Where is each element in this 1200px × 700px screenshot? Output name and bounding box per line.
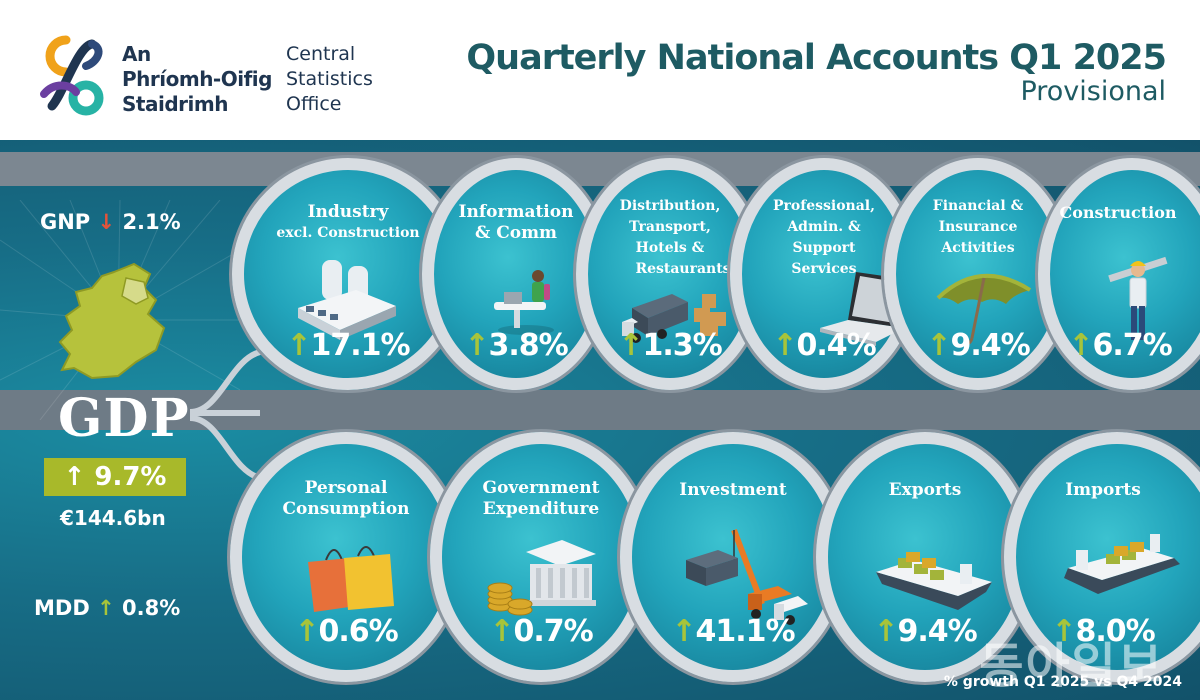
- ireland-map-icon: [58, 262, 166, 380]
- gnp-indicator: GNP ↓ 2.1%: [40, 210, 181, 234]
- up-arrow-icon: ↑: [294, 614, 319, 649]
- up-arrow-icon: ↑: [1051, 614, 1076, 649]
- infographic-panel: GNP ↓ 2.1% GDP ↑ 9.7% €144.6bn MDD ↑ 0.8…: [0, 140, 1200, 700]
- page-title: Quarterly National Accounts Q1 2025 Prov…: [466, 38, 1167, 107]
- gdp-growth-badge: ↑ 9.7%: [44, 458, 186, 496]
- down-arrow-icon: ↓: [97, 210, 116, 234]
- construction-worker-icon: [1108, 256, 1168, 340]
- expenditure-card-investment: Investment ↑41.1%: [620, 432, 846, 682]
- up-arrow-icon: ↑: [926, 328, 951, 363]
- gdp-label: GDP: [58, 388, 190, 449]
- newspaper-watermark: 동아일보: [979, 638, 1164, 694]
- factory-icon: [298, 260, 396, 340]
- cso-logo-icon: [40, 35, 104, 116]
- shopping-bags-icon: [308, 546, 394, 612]
- up-arrow-icon: ↑: [286, 328, 311, 363]
- umbrella-icon: [936, 273, 1032, 345]
- up-arrow-icon: ↑: [63, 462, 86, 492]
- sector-card-construction: Construction ↑6.7%: [1038, 158, 1200, 390]
- gdp-amount: €144.6bn: [60, 506, 166, 530]
- up-arrow-icon: ↑: [464, 328, 489, 363]
- up-arrow-icon: ↑: [489, 614, 514, 649]
- header: An Phríomh-Oifig Staidrimh Central Stati…: [0, 0, 1200, 140]
- crane-icon: [686, 528, 808, 625]
- title-subtitle: Provisional: [1020, 76, 1166, 107]
- up-arrow-icon: ↑: [772, 328, 797, 363]
- expenditure-card-personal-consumption: Personal Consumption ↑0.6%: [230, 432, 462, 682]
- up-arrow-icon: ↑: [671, 614, 696, 649]
- up-arrow-icon: ↑: [97, 596, 115, 620]
- connector-curves: [189, 349, 262, 481]
- laptop-worker-icon: [494, 270, 554, 335]
- mdd-indicator: MDD ↑ 0.8%: [34, 596, 181, 620]
- up-arrow-icon: ↑: [618, 328, 643, 363]
- up-arrow-icon: ↑: [873, 614, 898, 649]
- up-arrow-icon: ↑: [1068, 328, 1093, 363]
- truck-boxes-icon: [622, 294, 726, 343]
- government-building-icon: [487, 540, 596, 616]
- logo-irish-text: An Phríomh-Oifig Staidrimh: [122, 42, 272, 116]
- connector-line: [190, 410, 260, 416]
- title-main: Quarterly National Accounts Q1 2025: [466, 38, 1167, 78]
- logo-english-text: Central Statistics Office: [286, 43, 373, 115]
- cargo-ship-icon: [1064, 534, 1180, 594]
- cargo-ship-icon: [876, 552, 992, 610]
- expenditure-card-government: Government Expenditure ↑0.7%: [430, 432, 652, 682]
- footnote: % growth Q1 2025 vs Q4 2024: [943, 674, 1182, 690]
